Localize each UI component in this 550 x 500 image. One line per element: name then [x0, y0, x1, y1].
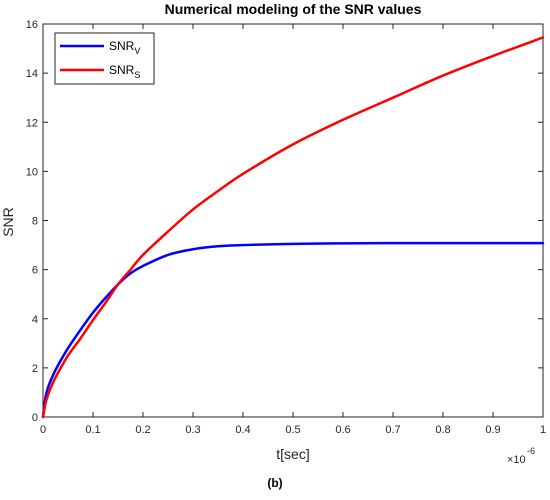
x-axis-label: t[sec] — [276, 446, 309, 462]
legend-subscript-s: S — [134, 70, 140, 80]
figure-caption: (b) — [267, 476, 282, 490]
x-tick-label-0p6: 0.6 — [335, 424, 350, 436]
legend-subscript-v: V — [134, 46, 140, 56]
x-tick-label-0p3: 0.3 — [185, 424, 200, 436]
x-tick-label-0: 0 — [40, 424, 46, 436]
y-tick-label-6: 6 — [32, 265, 38, 277]
x-multiplier-exponent: -6 — [527, 446, 535, 456]
y-axis-ticks: 0 2 4 6 8 10 12 14 16 — [26, 19, 543, 424]
y-tick-label-2: 2 — [32, 363, 38, 375]
series-layer — [41, 36, 545, 419]
x-multiplier-base: ×10 — [507, 454, 526, 466]
legend-box — [54, 32, 155, 85]
legend: SNRV SNRS — [54, 32, 155, 85]
y-axis-label: SNR — [0, 207, 16, 237]
x-tick-label-0p2: 0.2 — [135, 424, 150, 436]
legend-label-snr-s: SNRS — [109, 63, 140, 80]
legend-name-snr-v: SNR — [109, 39, 135, 53]
x-tick-label-1: 1 — [540, 424, 546, 436]
x-tick-label-0p7: 0.7 — [385, 424, 400, 436]
x-axis-ticks: 0 0.1 0.2 0.3 0.4 0.5 0.6 0.7 0.8 0.9 1 — [40, 24, 546, 436]
x-tick-label-0p9: 0.9 — [485, 424, 500, 436]
y-tick-label-16: 16 — [26, 19, 38, 31]
y-tick-label-12: 12 — [26, 117, 38, 129]
x-tick-label-0p1: 0.1 — [85, 424, 100, 436]
x-tick-label-0p4: 0.4 — [235, 424, 250, 436]
series-line-snr-s — [41, 36, 545, 419]
x-tick-label-0p5: 0.5 — [285, 424, 300, 436]
y-tick-label-14: 14 — [26, 68, 38, 80]
y-tick-label-4: 4 — [32, 314, 38, 326]
legend-label-snr-v: SNRV — [109, 39, 140, 56]
x-tick-label-0p8: 0.8 — [435, 424, 450, 436]
y-tick-label-10: 10 — [26, 166, 38, 178]
y-tick-label-0: 0 — [32, 412, 38, 424]
chart-title: Numerical modeling of the SNR values — [165, 1, 422, 17]
legend-name-snr-s: SNR — [109, 63, 135, 77]
y-tick-label-8: 8 — [32, 216, 38, 228]
series-line-snr-v — [41, 241, 545, 419]
x-axis-multiplier: ×10 -6 — [507, 446, 535, 466]
